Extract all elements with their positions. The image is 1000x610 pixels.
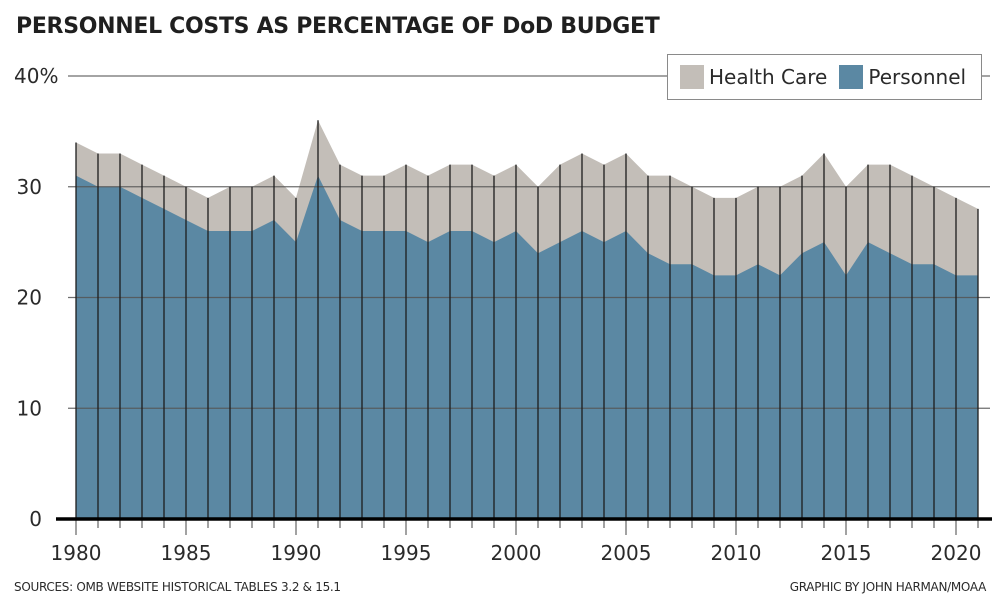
y-tick-label: 0 xyxy=(29,507,42,531)
legend-swatch-personnel xyxy=(839,65,864,89)
y-tick-label: 40% xyxy=(14,64,58,88)
y-tick-label: 30 xyxy=(17,175,42,199)
x-tick-label: 2000 xyxy=(491,541,542,565)
legend-label-personnel: Personnel xyxy=(868,65,967,89)
credit-note: GRAPHIC BY JOHN HARMAN/MOAA xyxy=(789,580,987,594)
x-tick-label: 2005 xyxy=(601,541,652,565)
x-tick-label: 1985 xyxy=(161,541,212,565)
x-tick-label: 1980 xyxy=(51,541,102,565)
chart-title: PERSONNEL COSTS AS PERCENTAGE OF DoD BUD… xyxy=(16,14,660,39)
x-tick-label: 2010 xyxy=(711,541,762,565)
x-tick-label: 2020 xyxy=(931,541,982,565)
source-note: SOURCES: OMB WEBSITE HISTORICAL TABLES 3… xyxy=(14,580,341,594)
y-tick-label: 10 xyxy=(17,396,42,420)
y-tick-label: 20 xyxy=(17,286,42,310)
x-tick-label: 2015 xyxy=(821,541,872,565)
legend: Health Care Personnel xyxy=(667,54,982,100)
x-tick-label: 1990 xyxy=(271,541,322,565)
area-personnel xyxy=(76,175,978,520)
x-tick-label: 1995 xyxy=(381,541,432,565)
legend-swatch-health-care xyxy=(680,65,704,89)
legend-label-health-care: Health Care xyxy=(709,65,828,89)
